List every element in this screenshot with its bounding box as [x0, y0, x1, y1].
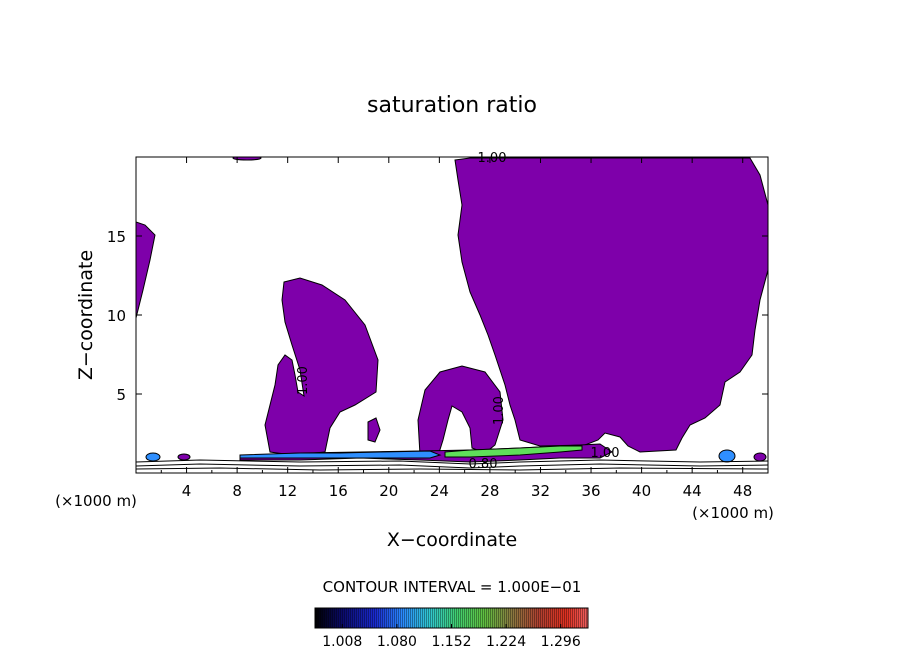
colorbar-tick-label: 1.152 [431, 634, 471, 650]
colorbar-tick-label: 1.224 [486, 634, 526, 650]
region-low-band-blue [239, 450, 442, 459]
surface-contours [136, 459, 768, 471]
contour-interval-text: CONTOUR INTERVAL = 1.000E−01 [323, 578, 582, 596]
x-unit-right: (×1000 m) [692, 504, 774, 522]
y-axis-ticks: 5 10 15 [107, 228, 768, 404]
y-tick-label: 10 [107, 307, 126, 325]
x-tick-label: 12 [278, 482, 297, 500]
x-tick-label: 8 [232, 482, 242, 500]
x-unit-left: (×1000 m) [55, 492, 137, 510]
colorbar-stripes [315, 608, 588, 628]
blob-right-1 [718, 449, 736, 463]
colorbar-tick-label: 1.080 [377, 634, 417, 650]
region-tower [264, 277, 379, 456]
region-left-edge [136, 221, 156, 319]
x-tick-label: 48 [733, 482, 752, 500]
x-tick-label: 44 [683, 482, 702, 500]
x-tick-label: 24 [430, 482, 449, 500]
plot-area [136, 157, 768, 471]
colorbar-tick-label: 1.296 [541, 634, 581, 650]
y-tick-label: 5 [116, 386, 126, 404]
blob-right-2 [753, 452, 767, 462]
x-tick-label: 28 [480, 482, 499, 500]
x-tick-label: 4 [182, 482, 192, 500]
contour-label-arch: 1.00 [492, 396, 507, 425]
x-tick-label: 32 [531, 482, 550, 500]
region-arch [417, 365, 504, 457]
contour-label-tower: 1.00 [296, 366, 311, 395]
contour-label-top: 1.00 [478, 151, 507, 166]
colorbar-tick-label: 1.008 [322, 634, 362, 650]
y-axis-title: Z−coordinate [75, 250, 97, 380]
contour-label-surface: 0.80 [469, 457, 498, 472]
blob-left-2 [177, 453, 191, 461]
x-tick-label: 40 [632, 482, 651, 500]
x-axis-title: X−coordinate [387, 529, 517, 551]
colorbar [314, 607, 589, 629]
region-upper-right-plume [454, 157, 768, 453]
region-blob [367, 417, 381, 443]
x-tick-label: 36 [581, 482, 600, 500]
blob-top-left [232, 157, 262, 161]
x-tick-label: 20 [379, 482, 398, 500]
colorbar-ticks: 1.008 1.080 1.152 1.224 1.296 [322, 624, 581, 650]
blob-left-1 [145, 452, 161, 462]
region-low-band-green [444, 445, 583, 458]
x-axis-ticks: 4 8 12 16 20 24 28 32 36 40 44 48 [160, 157, 752, 500]
contour-label-band: 1.00 [591, 446, 620, 461]
y-tick-label: 15 [107, 228, 126, 246]
chart-title: saturation ratio [367, 93, 537, 118]
x-tick-label: 16 [329, 482, 348, 500]
